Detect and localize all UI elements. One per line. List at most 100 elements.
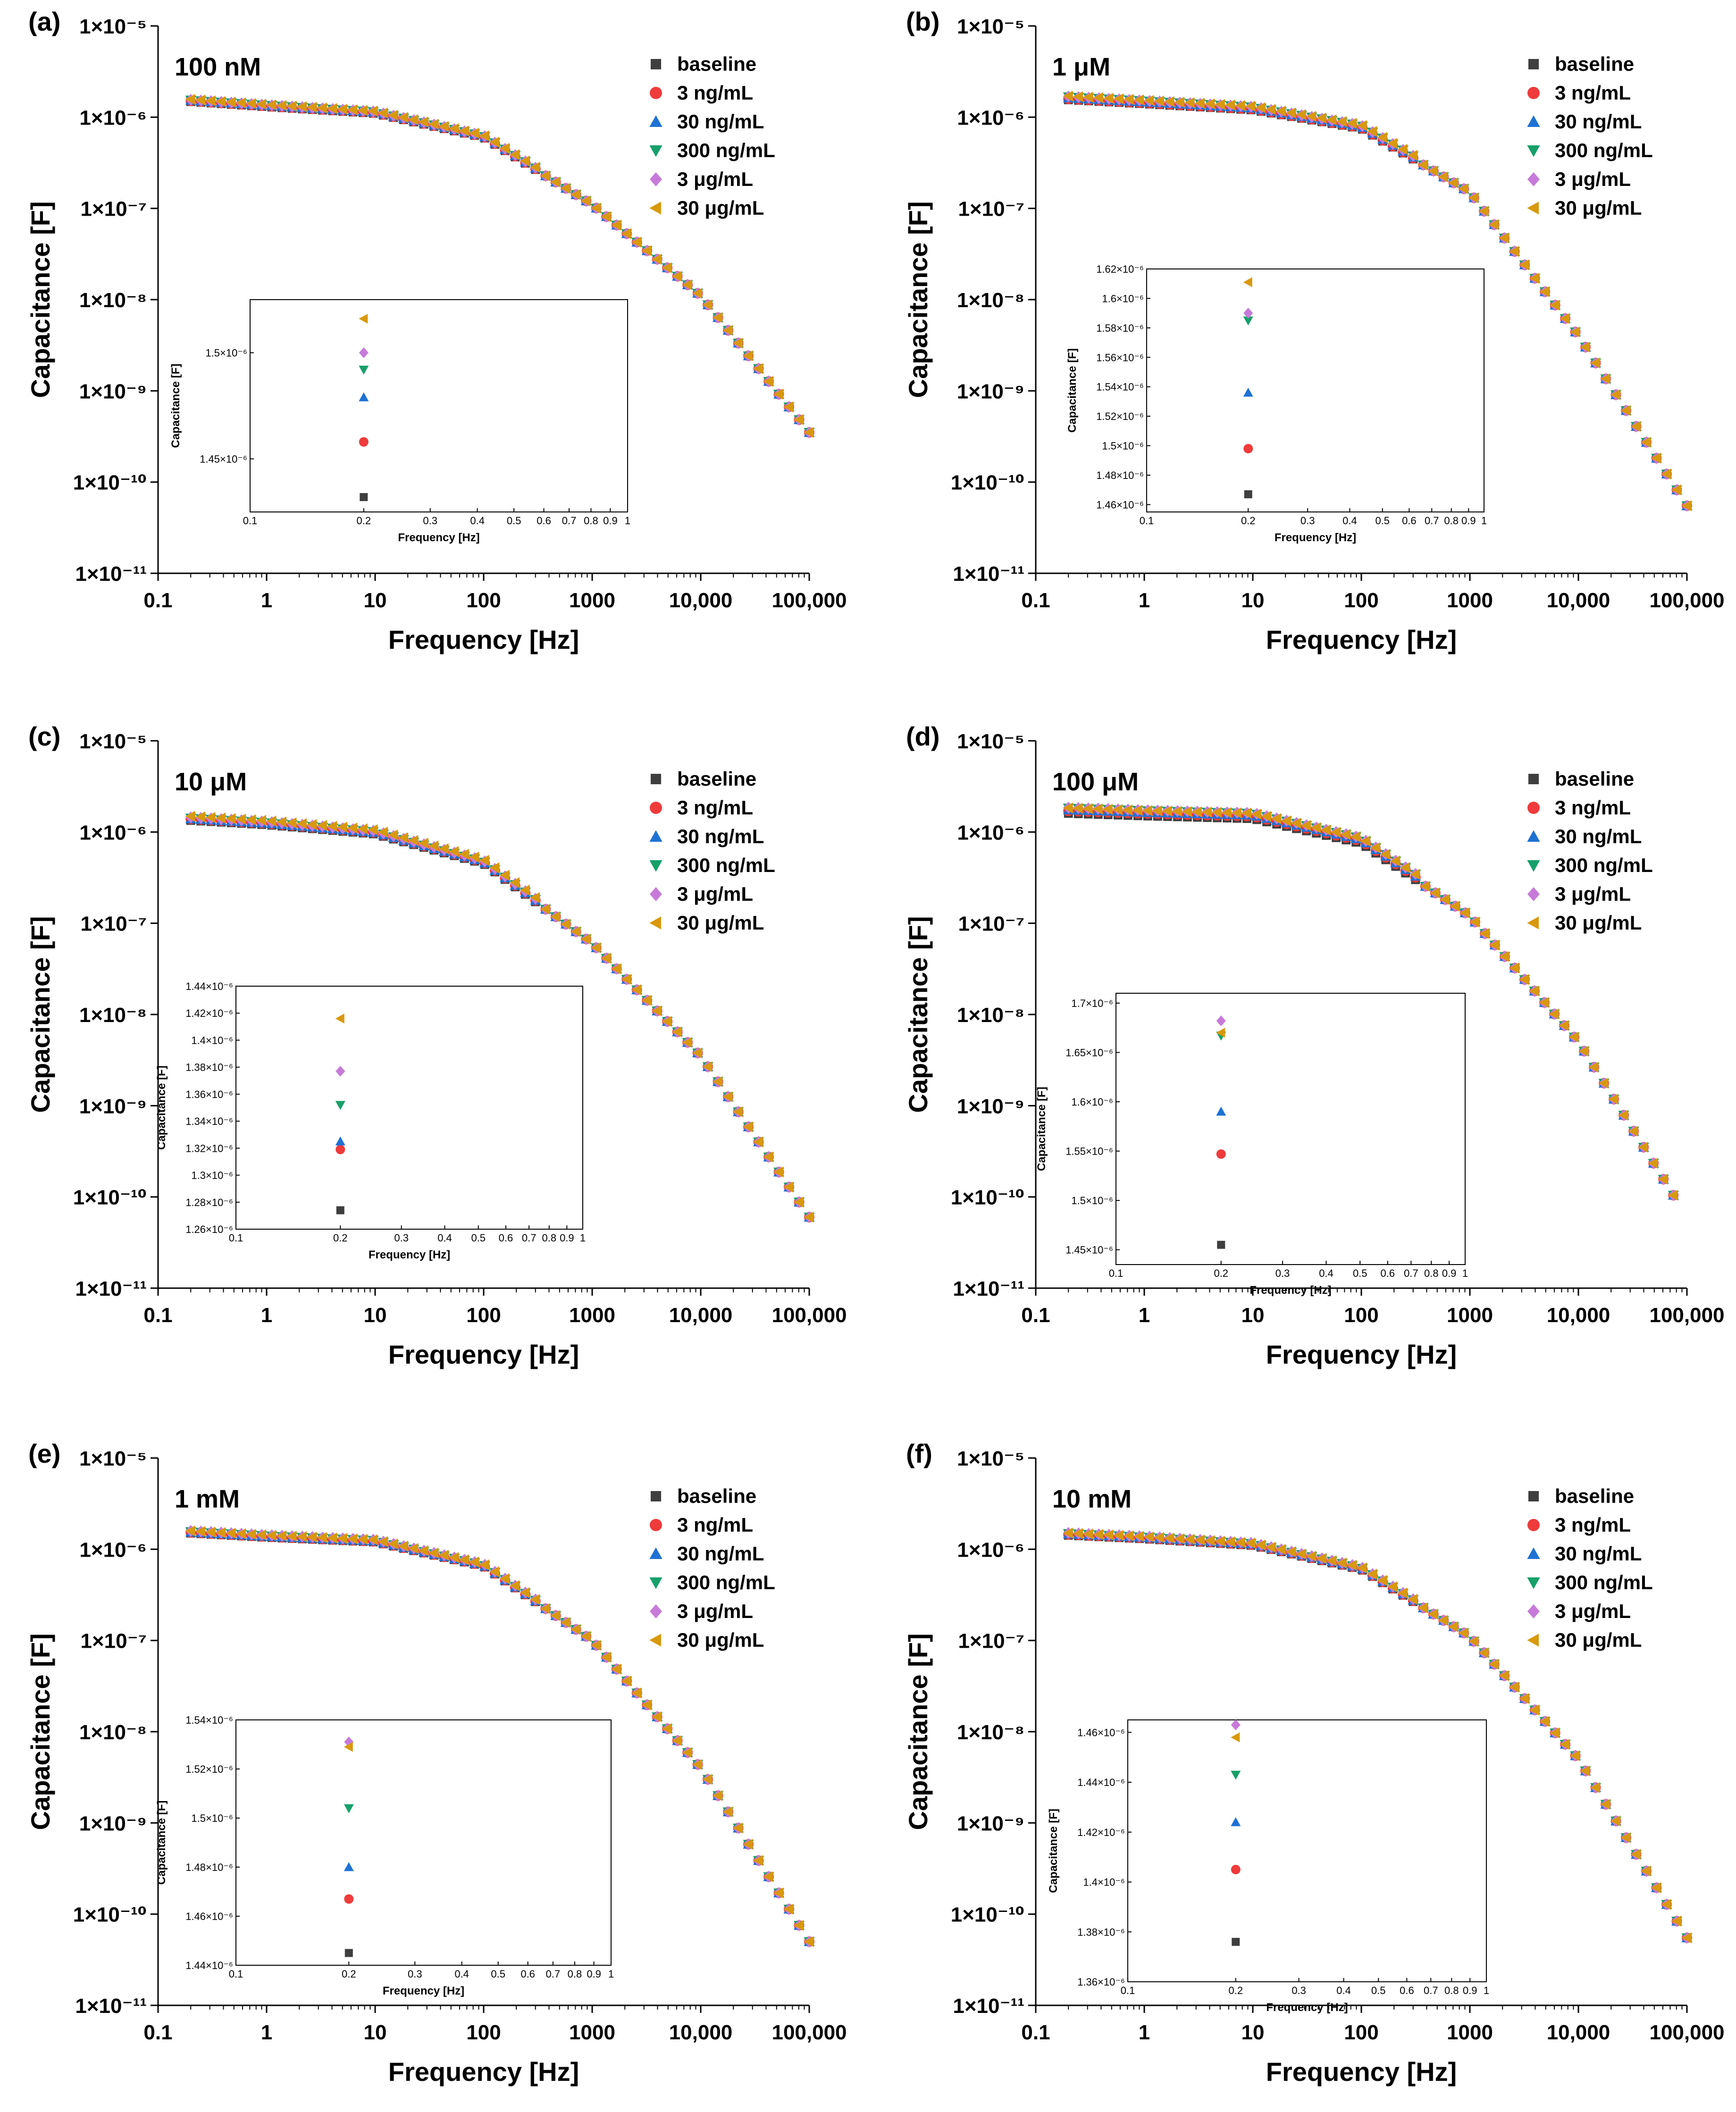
panel-f-data-point — [1245, 1537, 1256, 1549]
panel-d-data-point — [1509, 963, 1519, 974]
panel-a-legend-label: 30 ng/mL — [677, 110, 764, 133]
panel-f-inset-x-tick-label: 0.7 — [1424, 1985, 1438, 1996]
panel-c-data-point — [783, 1182, 794, 1193]
panel-a: (a) 100 nM 0.1 1 10 100 1000 10,000 100,000 1×10⁻… — [25, 7, 847, 654]
panel-a-inset-x-tick-label: 1 — [625, 515, 630, 527]
panel-b-x-axis-title: Frequency [Hz] — [1266, 625, 1457, 654]
panel-a-legend-marker — [649, 115, 663, 127]
panel-f-legend-marker — [1528, 1491, 1539, 1502]
panel-d-data-point — [1668, 1190, 1678, 1201]
panel-a-inset-x-tick-label: 0.5 — [507, 515, 521, 527]
panel-d-x-tick-label: 0.1 — [1021, 1304, 1050, 1327]
panel-e-data-point — [510, 1580, 520, 1591]
panel-d-legend-label: 3 ng/mL — [1555, 796, 1631, 819]
panel-d-y-axis-title: Capacitance [F] — [903, 916, 933, 1113]
panel-b-x-tick-label: 1000 — [1447, 589, 1493, 612]
panel-c-inset-y-tick-label: 1.3×10⁻⁶ — [191, 1170, 233, 1182]
panel-a-y-tick-label: 1×10⁻¹⁰ — [73, 471, 147, 494]
panel-c-inset-point — [336, 1206, 344, 1215]
panel-c-inset-point — [335, 1145, 345, 1155]
panel-b-data-point — [1641, 436, 1651, 448]
panel-a-data-point — [195, 94, 206, 106]
panel-d-data-point — [1539, 997, 1549, 1008]
panel-c-legend-label: 3 μg/mL — [677, 883, 753, 905]
panel-c-data-point — [601, 953, 611, 964]
panel-f-data-point — [1205, 1535, 1215, 1546]
panel-d-y-tick-label: 1×10⁻⁷ — [958, 913, 1025, 936]
panel-c-data-point — [368, 824, 378, 835]
panel-d-y-tick-label: 1×10⁻¹⁰ — [951, 1186, 1024, 1209]
panel-e-data-point — [499, 1573, 510, 1584]
panel-d-legend-marker — [1527, 860, 1540, 872]
panel-b-x-tick-label: 0.1 — [1021, 589, 1050, 612]
panel-c-data-point — [428, 840, 439, 852]
panel-f-data-point — [1134, 1531, 1144, 1542]
panel-f-data-point — [1347, 1559, 1357, 1571]
panel-d-data-point — [1341, 829, 1351, 840]
panel-f-data-point — [1529, 1704, 1540, 1716]
panel-b-letter: (b) — [906, 7, 940, 36]
panel-e-data-point — [692, 1759, 702, 1770]
panel-d-inset-y-tick-label: 1.45×10⁻⁶ — [1065, 1244, 1113, 1256]
panel-c-data-point — [489, 862, 500, 873]
panel-b-data-point — [1336, 116, 1347, 127]
panel-c-data-point — [631, 984, 642, 996]
panel-a-data-point — [236, 97, 246, 109]
panel-c-inset-frame — [235, 986, 583, 1230]
panel-d-data-point — [1608, 1094, 1619, 1105]
panel-b-inset-y-tick-label: 1.52×10⁻⁶ — [1096, 411, 1144, 422]
panel-d-inset-x-tick-label: 0.3 — [1275, 1267, 1290, 1279]
panel-e-data-point — [662, 1723, 672, 1735]
panel-d-data-point — [1430, 887, 1440, 898]
panel-c-data-point — [377, 826, 388, 838]
panel-a-inset-y-tick-label: 1.45×10⁻⁶ — [200, 453, 247, 465]
panel-f-inset-x-tick-label: 0.6 — [1400, 1985, 1414, 1996]
panel-d-data-point — [1321, 824, 1331, 836]
panel-b-legend-marker — [1527, 201, 1539, 215]
panel-e-legend-marker — [650, 1491, 662, 1502]
panel-d-inset-y-tick-label: 1.65×10⁻⁶ — [1065, 1047, 1113, 1058]
panel-b-legend-label: 3 μg/mL — [1555, 168, 1631, 190]
panel-d: (d) 100 μM 0.1 1 10 100 1000 10,000 100,000 1×10⁻… — [903, 721, 1725, 1369]
panel-c-y-tick-label: 1×10⁻⁹ — [79, 1095, 147, 1118]
panel-f-data-point — [1195, 1534, 1205, 1546]
panel-f-data-point — [1266, 1542, 1276, 1553]
panel-f-inset-point — [1232, 1937, 1240, 1946]
panel-b-data-point — [1103, 92, 1114, 104]
panel-c-legend-marker — [649, 860, 663, 872]
panel-e-data-point — [530, 1594, 540, 1605]
panel-a-data-point — [246, 98, 256, 109]
panel-d-data-point — [1221, 807, 1232, 818]
panel-e: (e) 1 mM 0.1 1 10 100 1000 10,000 100,000 1×10⁻¹¹… — [25, 1439, 847, 2087]
panel-a-inset-x-tick-label: 0.4 — [470, 515, 485, 527]
panel-d-data-point — [1469, 916, 1480, 928]
panel-a-data-point — [418, 116, 428, 127]
panel-c-inset-x-tick-label: 0.9 — [560, 1232, 574, 1244]
panel-f-series-5 — [1063, 1527, 1692, 1944]
panel-f-data-point — [1590, 1782, 1600, 1794]
panel-f-data-point — [1336, 1557, 1347, 1568]
panel-c-y-tick-label: 1×10⁻⁵ — [79, 730, 147, 753]
panel-f-data-point — [1671, 1915, 1681, 1927]
panel-b-data-point — [1073, 91, 1083, 102]
panel-e-legend-marker — [650, 1604, 662, 1618]
panel-a-data-point — [266, 99, 277, 110]
panel-d-inset-x-tick-label: 0.5 — [1353, 1267, 1367, 1279]
panel-e-data-point — [205, 1526, 216, 1538]
panel-e-inset-x-tick-label: 0.5 — [491, 1968, 505, 1980]
panel-a-x-tick-label: 10,000 — [669, 589, 733, 612]
panel-d-data-point — [1499, 951, 1510, 962]
panel-a-data-point — [216, 96, 226, 107]
panel-d-data-point — [1241, 807, 1251, 819]
panel-d-inset-x-tick-label: 0.7 — [1404, 1267, 1418, 1279]
panel-c-inset-x-tick-label: 0.7 — [522, 1232, 537, 1244]
panel-d-data-point — [1400, 862, 1410, 873]
panel-f-inset-y-tick-label: 1.42×10⁻⁶ — [1077, 1827, 1125, 1838]
panel-f-data-point — [1428, 1609, 1438, 1620]
panel-c-legend-marker — [649, 830, 663, 842]
panel-c-data-point — [550, 911, 561, 922]
panel-b-data-point — [1408, 150, 1418, 161]
panel-b-inset-y-tick-label: 1.46×10⁻⁶ — [1096, 499, 1144, 511]
panel-d-inset-x-title: Frequency [Hz] — [1250, 1284, 1331, 1297]
panel-e-data-point — [479, 1559, 489, 1570]
